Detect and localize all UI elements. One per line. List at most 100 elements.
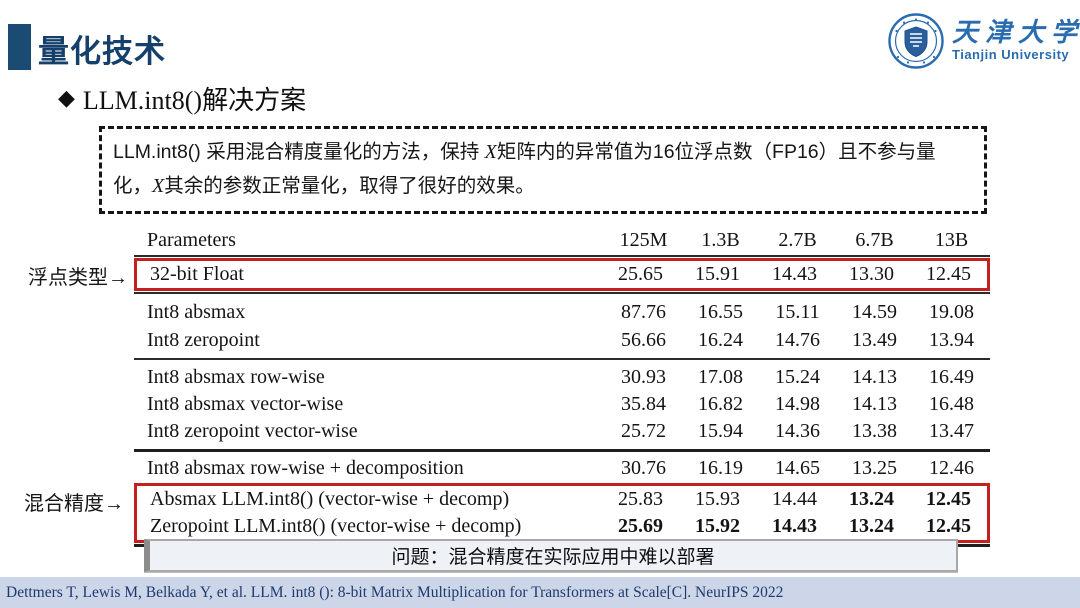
cell: 19.08 — [929, 300, 974, 323]
row-label: Int8 absmax row-wise — [147, 366, 325, 388]
cell: 30.76 — [621, 456, 666, 479]
cell: 16.55 — [698, 300, 743, 323]
cell: 13.38 — [852, 420, 897, 442]
note-variable-x: X — [152, 175, 165, 197]
note-segment: 矩阵内的异常值为16位浮点数（FP16）且不参与量化， — [113, 141, 936, 197]
cell: 25.69 — [618, 515, 663, 537]
table-rule — [134, 292, 990, 294]
cell: 56.66 — [621, 328, 666, 351]
diamond-bullet-icon: ◆ — [58, 86, 75, 111]
university-seal-icon — [888, 13, 944, 69]
page-title: 量化技术 — [38, 34, 166, 69]
cell: 12.45 — [926, 263, 971, 285]
row-label: Int8 zeropoint — [147, 328, 260, 351]
cell: 13.94 — [929, 328, 974, 351]
table-rule — [134, 449, 990, 452]
row-label: Int8 absmax vector-wise — [147, 393, 344, 415]
tju-logo: 天津大学 Tianjin University — [888, 10, 1077, 72]
perplexity-table: Parameters 125M 1.3B 2.7B 6.7B 13B 32-bi… — [134, 226, 990, 548]
cell: 14.43 — [772, 515, 817, 537]
cell: 12.45 — [926, 515, 971, 537]
cell: 15.92 — [695, 515, 740, 537]
cell: 13.49 — [852, 328, 897, 351]
cell: 14.36 — [775, 420, 820, 442]
cell: 14.76 — [775, 328, 820, 351]
table-row: Zeropoint LLM.int8() (vector-wise + deco… — [137, 513, 987, 540]
table-row: Int8 absmax 87.76 16.55 15.11 14.59 19.0… — [134, 298, 990, 326]
cell: 25.65 — [618, 263, 663, 285]
cell: 13.24 — [849, 488, 894, 510]
cell: 30.93 — [621, 366, 666, 388]
table-rule — [134, 255, 990, 257]
column-header: 1.3B — [701, 228, 740, 251]
cell: 87.76 — [621, 300, 666, 323]
cell: 16.19 — [698, 456, 743, 479]
cell: 12.46 — [929, 456, 974, 479]
cell: 15.93 — [695, 488, 740, 510]
cell: 13.24 — [849, 515, 894, 537]
cell: 14.44 — [772, 488, 817, 510]
title-accent-block — [8, 24, 31, 70]
cell: 14.59 — [852, 300, 897, 323]
cell: 13.47 — [929, 420, 974, 442]
row-label: Absmax LLM.int8() (vector-wise + decomp) — [150, 488, 510, 510]
table-row: Int8 zeropoint 56.66 16.24 14.76 13.49 1… — [134, 326, 990, 354]
cell: 12.45 — [926, 488, 971, 510]
subtitle-text: LLM.int8()解决方案 — [82, 86, 307, 115]
cell: 14.65 — [775, 456, 820, 479]
note-variable-x: X — [484, 141, 497, 163]
row-label: Zeropoint LLM.int8() (vector-wise + deco… — [150, 515, 522, 537]
problem-text: 问题：混合精度在实际应用中难以部署 — [391, 547, 715, 568]
cell: 14.98 — [775, 393, 820, 415]
column-header: 6.7B — [855, 228, 894, 251]
cell: 25.72 — [621, 420, 666, 442]
column-header: 13B — [934, 228, 969, 251]
cell: 16.48 — [929, 393, 974, 415]
cell: 14.13 — [852, 366, 897, 388]
cell: 17.08 — [698, 366, 743, 388]
cell: 35.84 — [621, 393, 666, 415]
cell: 13.25 — [852, 456, 897, 479]
note-segment: LLM.int8() 采用混合精度量化的方法，保持 — [113, 141, 485, 163]
cell: 16.82 — [698, 393, 743, 415]
method-note-box: LLM.int8() 采用混合精度量化的方法，保持 X矩阵内的异常值为16位浮点… — [99, 126, 987, 214]
table-row: Int8 absmax row-wise + decomposition 30.… — [134, 454, 990, 482]
cell: 15.11 — [775, 300, 820, 323]
cell: 15.94 — [698, 420, 743, 442]
table-row: Int8 zeropoint vector-wise 25.72 15.94 1… — [134, 418, 990, 445]
table-group: Int8 absmax 87.76 16.55 15.11 14.59 19.0… — [134, 295, 990, 357]
table-header-row: Parameters 125M 1.3B 2.7B 6.7B 13B — [134, 226, 990, 254]
annotation-mixed-precision: 混合精度→ — [24, 493, 124, 515]
column-header: 125M — [619, 228, 668, 251]
table-group: Int8 absmax row-wise 30.93 17.08 15.24 1… — [134, 361, 990, 448]
section-subtitle: ◆ LLM.int8()解决方案 — [58, 80, 306, 117]
highlight-box-mixed-precision: Absmax LLM.int8() (vector-wise + decomp)… — [134, 483, 990, 543]
annotation-float-type: 浮点类型→ — [28, 267, 128, 289]
cell: 25.83 — [618, 488, 663, 510]
citation-text: Dettmers T, Lewis M, Belkada Y, et al. L… — [6, 583, 784, 601]
cell: 15.24 — [775, 366, 820, 388]
table-row: Int8 absmax vector-wise 35.84 16.82 14.9… — [134, 391, 990, 418]
row-label: Int8 absmax row-wise + decomposition — [147, 456, 464, 479]
table-row: Int8 absmax row-wise 30.93 17.08 15.24 1… — [134, 364, 990, 391]
row-label: Int8 absmax — [147, 300, 246, 323]
problem-callout: 问题：混合精度在实际应用中难以部署 — [144, 539, 958, 572]
logo-name-cn: 天津大学 — [952, 18, 1080, 47]
footer-band: Dettmers T, Lewis M, Belkada Y, et al. L… — [0, 577, 1080, 608]
row-label: Int8 zeropoint vector-wise — [147, 420, 358, 442]
column-header: Parameters — [147, 228, 236, 251]
column-header: 2.7B — [778, 228, 817, 251]
cell: 14.43 — [772, 263, 817, 285]
table-row: Absmax LLM.int8() (vector-wise + decomp)… — [137, 486, 987, 513]
highlight-box-float: 32-bit Float 25.65 15.91 14.43 13.30 12.… — [134, 258, 990, 291]
cell: 14.13 — [852, 393, 897, 415]
cell: 16.24 — [698, 328, 743, 351]
note-segment: 其余的参数正常量化，取得了很好的效果。 — [164, 175, 535, 197]
cell: 13.30 — [849, 263, 894, 285]
table-rule — [134, 358, 990, 360]
logo-name-en: Tianjin University — [952, 47, 1070, 62]
cell: 15.91 — [695, 263, 740, 285]
cell: 16.49 — [929, 366, 974, 388]
row-label: 32-bit Float — [150, 263, 244, 285]
table-row: 32-bit Float 25.65 15.91 14.43 13.30 12.… — [137, 261, 987, 288]
